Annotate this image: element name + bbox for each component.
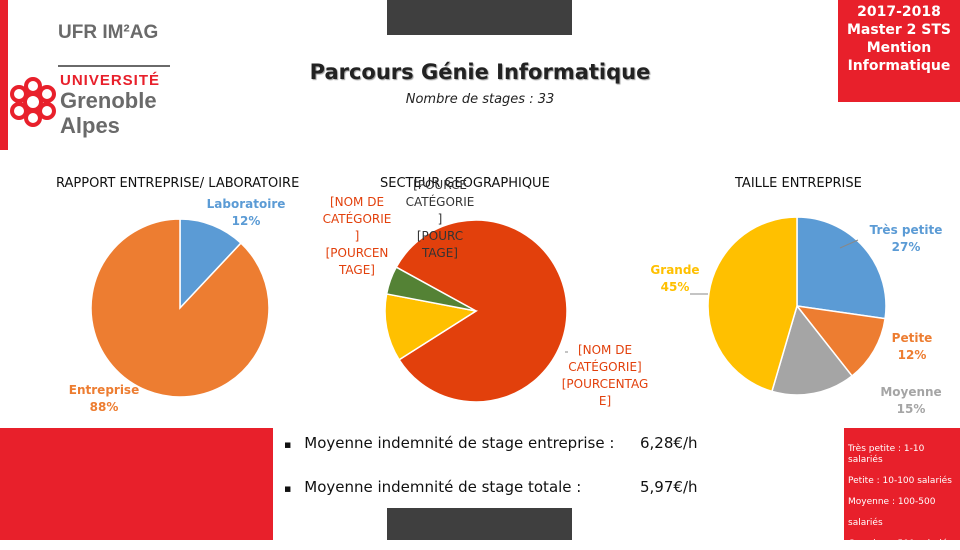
pie2-label-left-line: ]	[354, 229, 360, 243]
pie3-label-petite-name: Petite	[891, 331, 933, 345]
year-line: Informatique	[847, 58, 951, 74]
logo-univ-line2: Grenoble	[60, 88, 157, 113]
page-subtitle: Nombre de stages : 33	[405, 92, 555, 107]
year-line: 2017-2018	[857, 4, 941, 20]
leader-line-tres-petite	[839, 239, 859, 249]
pie2-label-mid-line: TAGE]	[422, 246, 458, 260]
pie2-label-left-line: TAGE]	[339, 263, 375, 277]
pie2-slice-0	[395, 219, 568, 403]
size-legend-item: Petite : 10-100 salariés	[848, 476, 952, 486]
pie3-label-grande-name: Grande	[650, 263, 700, 277]
bottom-dark-bar	[387, 508, 572, 540]
pie1-label-entreprise-name: Entreprise	[68, 383, 140, 397]
university-logo: UFR IM²AG UNIVERSITÉ Grenoble Alpes	[8, 18, 178, 148]
chart-title-secteur: SECTEUR GEOGRAPHIQUE	[380, 176, 550, 191]
pie3-slice-3	[707, 216, 798, 393]
pie3-label-petite: Petite 12%	[872, 330, 952, 364]
pie2-label-middle: CATÉGORIE ] [POURC TAGE]	[390, 194, 490, 262]
stat-row-entreprise: ▪ Moyenne indemnité de stage entreprise …	[284, 434, 724, 452]
pie3-label-tres-petite-name: Très petite	[869, 223, 943, 237]
size-legend-item: Moyenne : 100-500	[848, 497, 936, 507]
pie1-label-laboratoire: Laboratoire 12%	[196, 196, 296, 230]
pie3-label-moyenne: Moyenne 15%	[866, 384, 956, 418]
pie2-label-mid-line: CATÉGORIE	[405, 195, 475, 209]
pie3-slice-1	[795, 304, 886, 378]
pie3-label-moyenne-name: Moyenne	[880, 385, 942, 399]
stat-bullet: ▪	[284, 438, 292, 451]
year-line: Master 2 STS	[846, 22, 951, 38]
pie2-label-mid-line: ]	[437, 212, 443, 226]
page-title: Parcours Génie Informatique	[309, 60, 651, 84]
logo-univ-line3: Alpes	[60, 113, 120, 138]
top-dark-bar	[387, 0, 572, 35]
pie1-label-entreprise-value: 88%	[89, 400, 119, 414]
pie3-slice-2	[770, 304, 854, 396]
size-legend-item: salariés	[848, 518, 883, 528]
pie1-label-laboratoire-value: 12%	[231, 214, 261, 228]
stat-bullet: ▪	[284, 482, 292, 495]
pie2-label-bottom-line: CATÉGORIE]	[568, 360, 642, 374]
stat-label: Moyenne indemnité de stage totale :	[304, 478, 582, 496]
chart-title-taille: TAILLE ENTREPRISE	[735, 176, 862, 191]
pie2-label-bottom-line: [POURCENTAG	[561, 377, 649, 391]
year-badge: 2017-2018 Master 2 STS Mention Informati…	[838, 0, 960, 102]
pie2-label-left: [NOM DE CATÉGORIE ] [POURCEN TAGE]	[312, 194, 402, 279]
size-legend-item: Très petite : 1-10 salariés	[848, 444, 925, 465]
logo-divider	[58, 65, 170, 67]
pie3-label-tres-petite: Très petite 27%	[856, 222, 956, 256]
logo-univ-line1: UNIVERSITÉ	[60, 72, 161, 89]
left-red-strip	[0, 0, 8, 150]
size-legend-box: Très petite : 1-10 salariés Petite : 10-…	[844, 428, 960, 549]
chart-title-rapport: RAPPORT ENTREPRISE/ LABORATOIRE	[56, 176, 300, 191]
year-line: Mention	[866, 40, 932, 56]
bottom-left-red-block	[0, 428, 273, 540]
stat-value: 6,28€/h	[640, 434, 698, 452]
pie2-label-bottom-line: [NOM DE	[577, 343, 633, 357]
size-legend-item: Grande : +500 salariés	[848, 539, 953, 549]
pie2-label-top-overlap: [POURCE	[413, 178, 467, 192]
pie3-label-petite-value: 12%	[897, 348, 927, 362]
stat-value: 5,97€/h	[640, 478, 698, 496]
pie2-label-mid-line: [POURC	[416, 229, 464, 243]
pie1-label-entreprise: Entreprise 88%	[54, 382, 154, 416]
pie2-label-bottom: [NOM DE CATÉGORIE] [POURCENTAG E]	[545, 342, 665, 410]
pie2-label-bottom-line: E]	[598, 394, 612, 408]
pie1-label-laboratoire-name: Laboratoire	[206, 197, 286, 211]
pie3-slice-0	[796, 216, 887, 320]
logo-flower-icon	[10, 74, 56, 130]
stat-label: Moyenne indemnité de stage entreprise :	[304, 434, 615, 452]
pie1-slice-0	[179, 218, 242, 310]
pie1-slice-1	[90, 218, 270, 398]
pie2-label-left-line: CATÉGORIE	[322, 212, 392, 226]
pie3-label-tres-petite-value: 27%	[891, 240, 921, 254]
pie2-label-left-line: [NOM DE	[329, 195, 385, 209]
pie3-label-grande: Grande 45%	[630, 262, 720, 296]
stat-row-totale: ▪ Moyenne indemnité de stage totale : 5,…	[284, 478, 724, 496]
logo-ufr-text: UFR IM²AG	[58, 22, 159, 43]
pie3-label-moyenne-value: 15%	[896, 402, 926, 416]
pie2-label-left-line: [POURCEN	[325, 246, 389, 260]
pie2-slice-2	[385, 266, 477, 312]
pie2-slice-1	[384, 293, 479, 361]
pie3-label-grande-value: 45%	[660, 280, 690, 294]
